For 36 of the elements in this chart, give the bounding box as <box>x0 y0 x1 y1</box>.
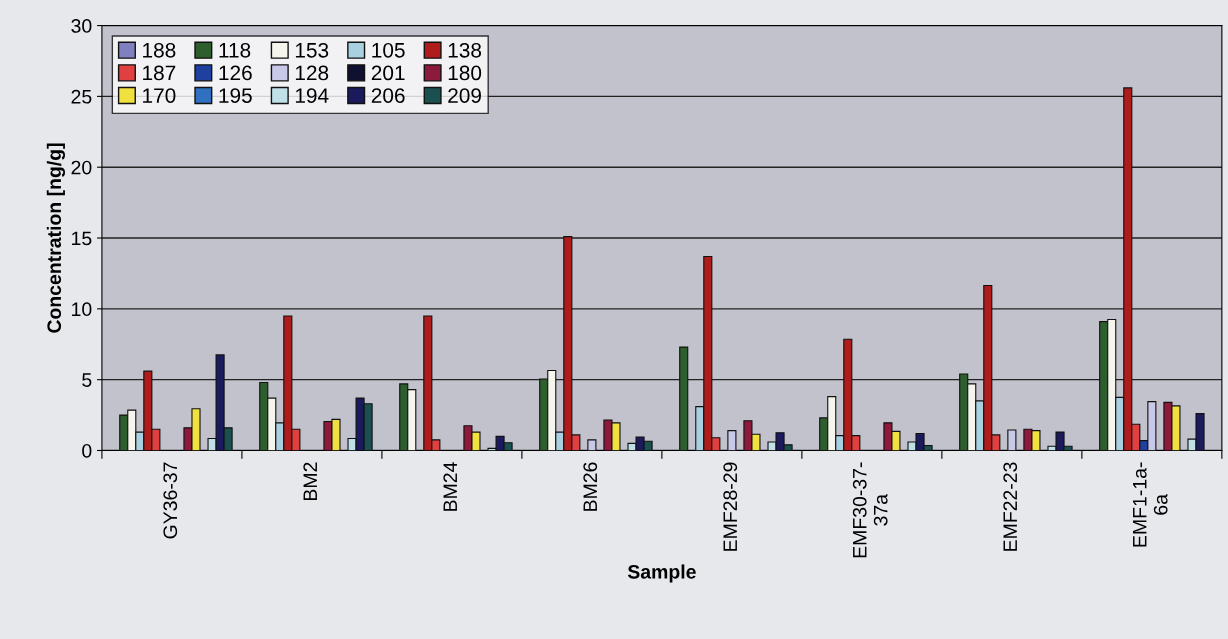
y-tick-label: 25 <box>71 89 92 104</box>
bar <box>587 439 597 451</box>
legend-label: 206 <box>371 88 405 103</box>
x-tick-label: EMF1-1a- 6a <box>1133 462 1168 547</box>
y-tick-label: 5 <box>82 373 92 387</box>
legend-label: 138 <box>448 42 482 58</box>
legend-label: 187 <box>143 65 176 81</box>
legend-label: 180 <box>448 65 482 81</box>
x-tick-label: BM26 <box>583 462 598 511</box>
legend-label: 188 <box>143 42 176 58</box>
legend-label: 128 <box>295 65 329 81</box>
y-axis-title: Concentration [ng/g] <box>46 143 66 333</box>
legend-label: 153 <box>295 42 329 58</box>
y-tick-label: 15 <box>72 231 92 246</box>
bar <box>1007 429 1017 451</box>
bar <box>679 346 689 451</box>
y-tick-label: 0 <box>82 443 92 458</box>
x-tick-label: BM2 <box>303 462 317 500</box>
bar <box>727 430 737 451</box>
x-tick-label: EMF28-29 <box>723 462 738 551</box>
x-tick-label: EMF30-37- 37a <box>852 462 888 558</box>
x-tick-label: BM24 <box>443 462 457 511</box>
legend-label: 195 <box>219 88 252 103</box>
x-axis-title: Sample <box>627 564 696 583</box>
legend-label: 194 <box>295 88 329 103</box>
legend-label: 201 <box>371 65 405 81</box>
legend-label: 105 <box>372 42 405 58</box>
legend-label: 118 <box>219 42 251 58</box>
legend-label: 126 <box>219 65 252 81</box>
x-tick-label: GY36-37 <box>163 462 178 539</box>
x-tick-label: EMF22-23 <box>1003 462 1018 551</box>
y-tick-label: 10 <box>72 302 92 317</box>
legend-label: 170 <box>143 88 176 103</box>
y-tick-label: 20 <box>71 160 92 175</box>
y-tick-label: 30 <box>71 19 92 33</box>
legend-label: 209 <box>448 88 481 103</box>
